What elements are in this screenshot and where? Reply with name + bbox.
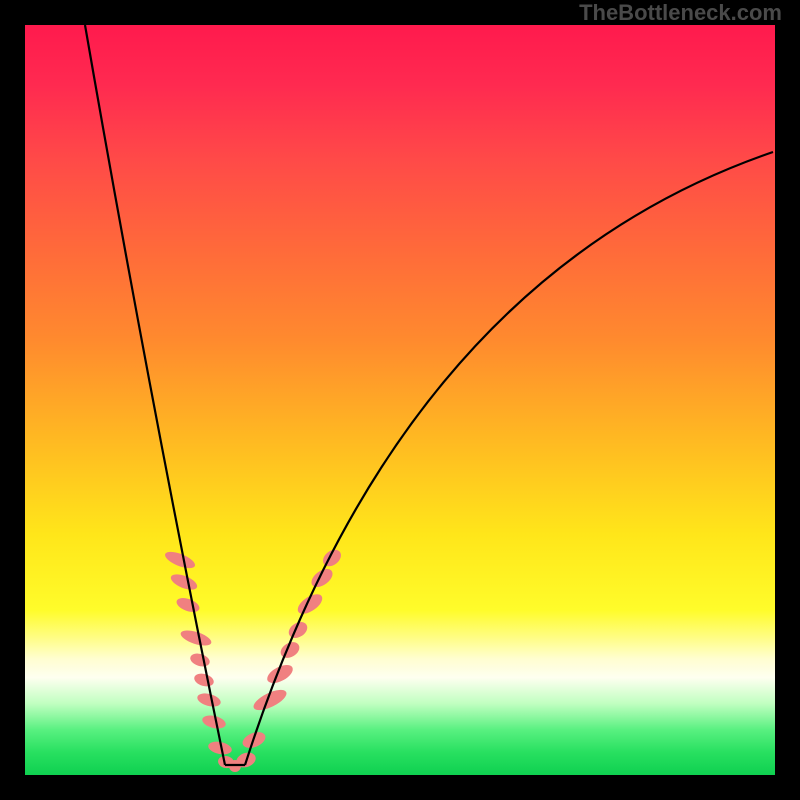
chart-container: TheBottleneck.com bbox=[0, 0, 800, 800]
chart-svg bbox=[0, 0, 800, 800]
plot-area bbox=[25, 25, 775, 775]
watermark-text: TheBottleneck.com bbox=[579, 0, 782, 26]
